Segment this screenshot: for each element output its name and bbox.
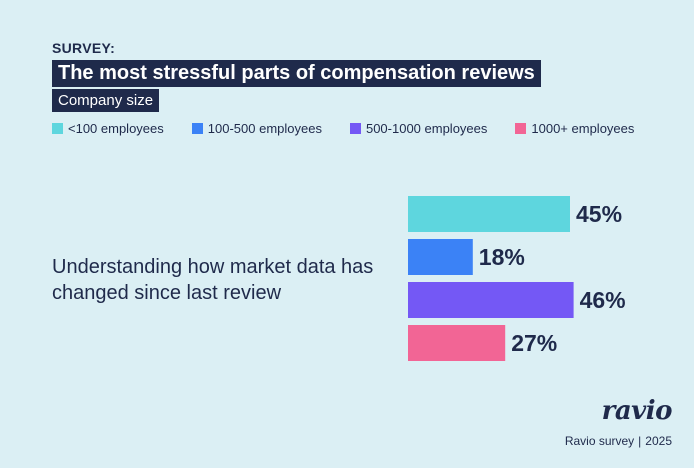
legend-label-100-500: 100-500 employees	[207, 121, 322, 136]
survey-label: SURVEY:	[52, 40, 116, 56]
legend-label-1000plus: 1000+ employees	[531, 121, 635, 136]
chart-subtitle: Company size	[52, 89, 160, 112]
bar-chart: 45% 18% 46% 27%	[408, 196, 626, 361]
bar-100-500	[408, 239, 473, 275]
source-label: Ravio survey	[564, 434, 635, 448]
data-label-1000plus: 27%	[511, 330, 557, 356]
legend-item-100-500: 100-500 employees	[191, 121, 322, 136]
data-label-500-1000: 46%	[580, 287, 626, 313]
chart-title: The most stressful parts of compensation…	[52, 60, 541, 87]
source-year: 2025	[645, 434, 672, 448]
legend-swatch-1000plus	[515, 123, 527, 134]
footer-separator: |	[638, 434, 642, 448]
bar-lt100	[408, 196, 570, 232]
legend-item-1000plus: 1000+ employees	[515, 121, 634, 136]
source-footer: Ravio survey | 2025	[565, 434, 672, 448]
legend-label-500-1000: 500-1000 employees	[365, 121, 488, 136]
legend-label-lt100: <100 employees	[68, 121, 164, 136]
data-label-lt100: 45%	[576, 201, 622, 227]
legend: <100 employees 100-500 employees 500-100…	[52, 121, 634, 136]
legend-item-500-1000: 500-1000 employees	[349, 121, 488, 136]
legend-swatch-500-1000	[349, 123, 361, 134]
bar-1000plus	[408, 325, 506, 361]
bar-500-1000	[408, 282, 574, 318]
data-label-100-500: 18%	[479, 244, 525, 270]
legend-swatch-100-500	[191, 123, 203, 134]
category-label: Understanding how market data has change…	[52, 256, 374, 304]
ravio-logo: ravio	[601, 396, 673, 426]
legend-swatch-lt100	[52, 123, 63, 134]
legend-item-lt100: <100 employees	[52, 121, 164, 136]
